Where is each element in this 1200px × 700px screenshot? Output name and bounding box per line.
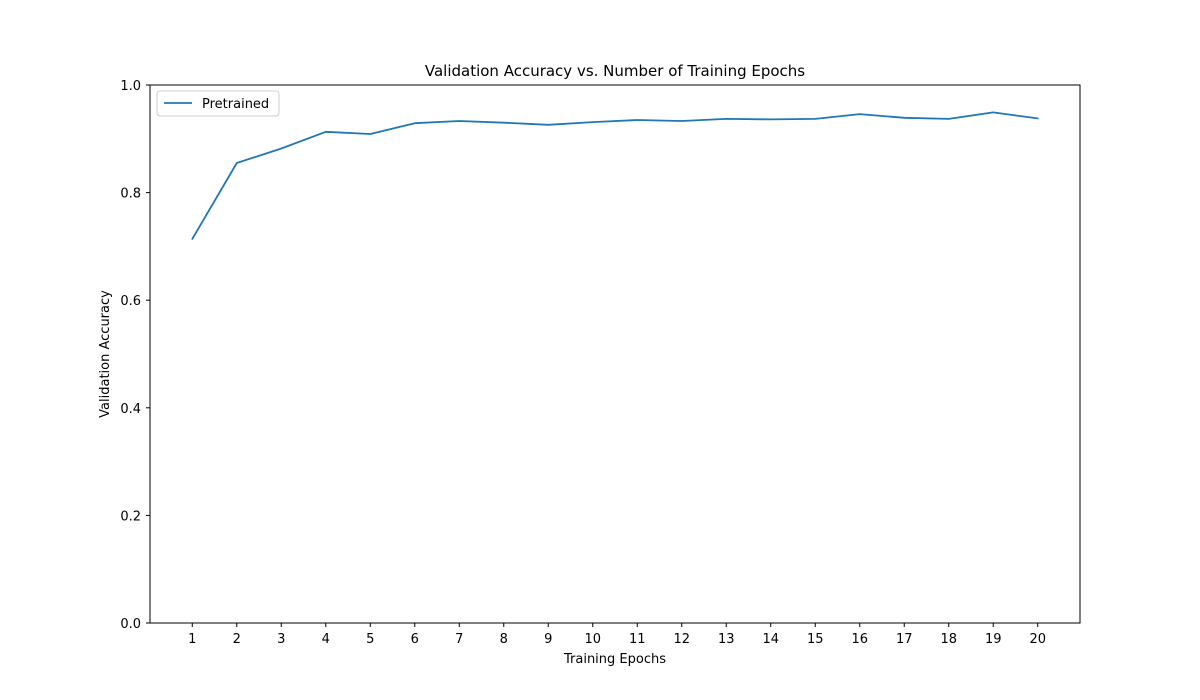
y-tick-label: 0.6 [120,294,141,309]
x-tick-label: 5 [366,632,374,647]
x-tick-label: 9 [544,632,552,647]
x-tick-label: 10 [584,632,601,647]
series-layer [191,111,1039,240]
x-tick-label: 12 [673,632,690,647]
x-tick-label: 4 [322,632,330,647]
legend-label-pretrained: Pretrained [202,97,269,112]
x-tick-label: 6 [411,632,419,647]
x-tick-label: 3 [277,632,285,647]
x-tick-label: 14 [762,632,779,647]
x-tick-label: 11 [629,632,646,647]
x-tick-label: 8 [500,632,508,647]
x-tick-label: 1 [188,632,196,647]
x-axis: 1 2 3 4 5 6 7 8 9 10 11 12 13 14 15 16 17 18 19 20 [188,623,1046,647]
x-tick-label: 18 [940,632,957,647]
x-tick-label: 16 [851,632,868,647]
y-axis: 0.0 0.2 0.4 0.6 0.8 1.0 [120,79,150,632]
y-tick-label: 0.2 [120,509,141,524]
x-tick-label: 7 [455,632,463,647]
legend: Pretrained [156,90,280,117]
y-axis-label: Validation Accuracy [98,290,113,418]
x-tick-label: 20 [1029,632,1046,647]
x-tick-label: 15 [807,632,824,647]
y-tick-label: 0.4 [120,402,141,417]
plot-area [150,85,1080,623]
y-tick-label: 0.8 [120,187,141,202]
legend-frame [156,90,280,117]
y-tick-label: 0.0 [120,617,141,632]
x-tick-label: 17 [896,632,913,647]
x-tick-label: 19 [985,632,1002,647]
plot-frame [149,84,1081,624]
x-axis-label: Training Epochs [563,652,666,667]
x-tick-label: 13 [718,632,735,647]
series-line-pretrained [191,111,1039,240]
y-tick-label: 1.0 [120,79,141,94]
x-tick-label: 2 [233,632,241,647]
chart-title: Validation Accuracy vs. Number of Traini… [425,62,805,80]
